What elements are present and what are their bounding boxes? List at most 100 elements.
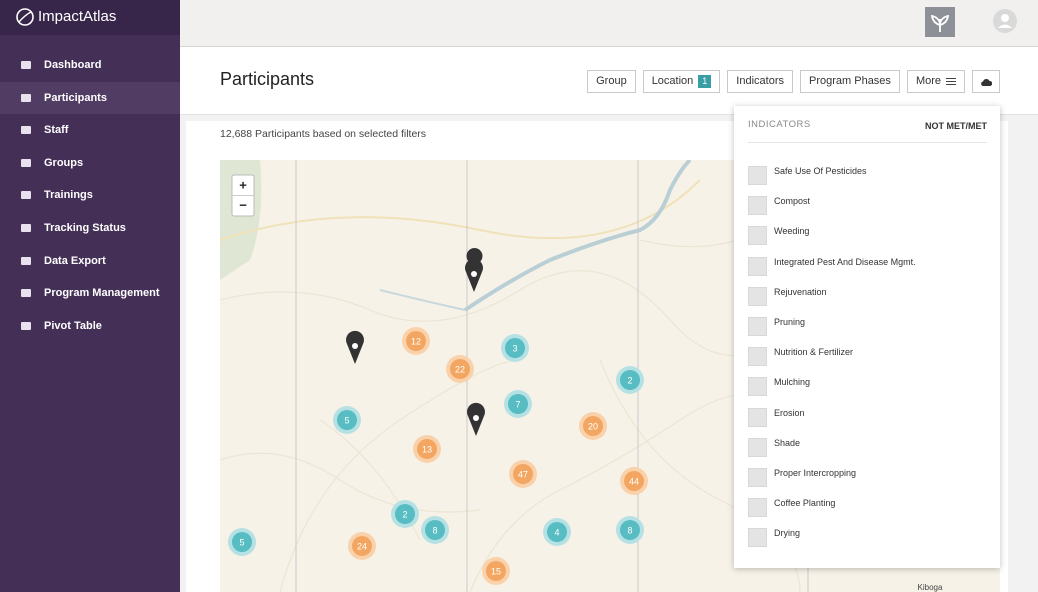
indicator-label: Coffee Planting <box>774 498 836 509</box>
cloud-icon <box>981 78 992 86</box>
checkbox[interactable] <box>748 468 767 487</box>
filter-label: Location <box>651 75 694 87</box>
nav-item[interactable]: Data Export <box>0 245 180 277</box>
org-logo[interactable] <box>925 7 955 37</box>
filter-button[interactable]: More <box>906 70 965 93</box>
cluster-count: 2 <box>627 375 632 385</box>
nav-item[interactable]: Pivot Table <box>0 310 180 342</box>
indicator-label: Drying <box>774 528 801 539</box>
page-header: Participants Group Location 1 Indicators Pro… <box>180 47 1038 115</box>
cluster[interactable] <box>395 504 415 524</box>
cluster[interactable] <box>417 439 437 459</box>
nav-icon <box>21 158 31 167</box>
indicator-label: Mulching <box>774 377 811 388</box>
nav-icon <box>21 126 31 135</box>
cluster-count: 8 <box>627 525 632 535</box>
panel-toggle[interactable]: NOT MET/MET <box>925 121 987 131</box>
indicators-dropdown: INDICATORS NOT MET/MET Safe Use Of Pesti… <box>734 106 1000 568</box>
checkbox[interactable] <box>748 317 767 336</box>
nav-label: Groups <box>44 156 84 169</box>
cluster[interactable] <box>425 520 445 540</box>
zoom-out[interactable]: − <box>239 197 247 212</box>
checkbox[interactable] <box>748 226 767 246</box>
filter-bar: Group Location 1 Indicators Program Phases Mo… <box>587 70 1000 93</box>
filter-label: More <box>915 75 941 87</box>
indicator-label: Shade <box>774 437 801 448</box>
checkbox[interactable] <box>748 437 767 457</box>
nav-icon <box>21 224 31 232</box>
nav-icon <box>21 61 31 69</box>
user-avatar[interactable] <box>992 8 1018 34</box>
sliders-icon <box>946 78 956 85</box>
cluster[interactable] <box>513 464 533 484</box>
nav-item[interactable]: Dashboard <box>0 49 180 81</box>
nav-label: Trainings <box>44 189 93 202</box>
cluster[interactable] <box>486 561 506 581</box>
nav-icon <box>21 191 31 200</box>
checkbox[interactable] <box>748 377 767 397</box>
checkbox[interactable] <box>748 256 767 276</box>
cluster[interactable] <box>352 536 372 556</box>
indicator-label: Safe Use Of Pesticides <box>774 166 867 176</box>
nav-item[interactable]: Trainings <box>0 179 180 211</box>
indicator-label: Integrated Pest And Disease Mgmt. <box>774 256 916 267</box>
cluster[interactable] <box>620 370 640 390</box>
cluster-count: 24 <box>357 541 367 551</box>
cluster-count: 5 <box>239 537 244 547</box>
indicator-label: Erosion <box>774 407 805 418</box>
nav-label: Dashboard <box>44 59 102 71</box>
cluster-count: 2 <box>402 509 407 519</box>
checkbox[interactable] <box>748 166 767 185</box>
cluster[interactable] <box>232 532 252 552</box>
nav-item[interactable]: Program Management <box>0 277 180 309</box>
cluster[interactable] <box>505 338 525 358</box>
checkbox[interactable] <box>748 196 767 216</box>
brand-name[interactable]: ImpactAtlas <box>38 8 117 25</box>
nav-item[interactable]: Tracking Status <box>0 212 180 244</box>
cluster-count: 8 <box>432 525 437 535</box>
brand-logo <box>16 8 34 26</box>
cluster[interactable] <box>583 416 603 436</box>
cluster[interactable] <box>624 471 644 491</box>
checkbox[interactable] <box>748 528 767 548</box>
cluster-count: 12 <box>411 336 421 346</box>
cluster-count: 20 <box>588 421 598 431</box>
nav-item[interactable]: Staff <box>0 114 180 146</box>
indicator-label: Weeding <box>774 226 810 237</box>
download-button[interactable] <box>972 70 1000 93</box>
filter-button[interactable]: Indicators <box>727 70 793 93</box>
indicator-label: Pruning <box>774 317 806 327</box>
cluster-count: 5 <box>344 415 349 425</box>
summary-text: 12,688 Participants based on selected fi… <box>220 128 427 140</box>
filter-button[interactable]: Group <box>587 70 636 93</box>
cluster[interactable] <box>620 520 640 540</box>
indicator-label: Rejuvenation <box>774 286 827 297</box>
indicator-label: Compost <box>774 196 811 207</box>
checkbox[interactable] <box>748 407 767 427</box>
cluster[interactable] <box>508 394 528 414</box>
checkbox[interactable] <box>748 286 767 306</box>
nav-icon <box>21 93 31 102</box>
nav-item[interactable]: Participants <box>0 81 180 114</box>
nav-item[interactable]: Groups <box>0 147 180 179</box>
cluster[interactable] <box>337 410 357 430</box>
filter-label: Group <box>596 75 627 87</box>
filter-label: Indicators <box>736 75 784 87</box>
cluster-count: 13 <box>422 444 432 454</box>
cluster[interactable] <box>547 522 567 542</box>
cluster[interactable] <box>450 359 470 379</box>
brand-bar: ImpactAtlas <box>0 0 180 35</box>
checkbox[interactable] <box>748 498 767 518</box>
nav-icon <box>21 256 31 265</box>
cluster[interactable] <box>406 331 426 351</box>
checkbox[interactable] <box>748 347 767 367</box>
cluster-count: 7 <box>515 399 520 409</box>
filter-button[interactable]: Program Phases <box>800 70 900 93</box>
filter-button[interactable]: Location 1 <box>642 70 721 93</box>
panel-heading: INDICATORS <box>748 119 811 130</box>
zoom-in[interactable]: + <box>239 177 247 192</box>
indicator-label: Proper Intercropping <box>774 468 857 478</box>
filter-badge: 1 <box>698 75 712 88</box>
cluster-count: 15 <box>491 566 501 576</box>
nav-label: Tracking Status <box>44 222 126 234</box>
